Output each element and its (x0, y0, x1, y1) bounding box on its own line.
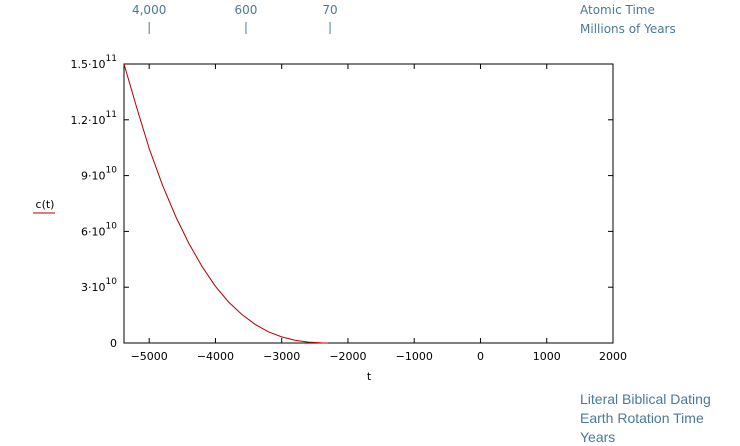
x-tick-label: 1000 (533, 350, 561, 363)
top-axis-label: 600 (234, 3, 257, 17)
top-axis-label: 70 (322, 3, 337, 17)
bottom-info-line1: Literal Biblical Dating (580, 391, 711, 407)
y-tick-label: 0 (110, 337, 117, 350)
y-tick-label: 6·1010 (81, 221, 117, 238)
plot-frame (123, 63, 614, 344)
bottom-info-line2: Earth Rotation Time (580, 410, 704, 426)
y-tick-label: 1.2·1011 (71, 110, 117, 127)
x-tick-label: −2000 (329, 350, 366, 363)
x-tick-label: −5000 (131, 350, 168, 363)
top-axis-label: 4,000 (132, 3, 166, 17)
x-tick-label: −1000 (396, 350, 433, 363)
x-axis: −5000 −4000 −3000 −2000 −1000 0 1000 2000 (131, 64, 627, 363)
y-axis-title: c(t) (36, 198, 55, 211)
y-tick-label: 1.5·1011 (71, 54, 117, 71)
x-axis-title: t (367, 370, 372, 383)
x-tick-label: 2000 (599, 350, 627, 363)
x-tick-label: 0 (477, 350, 484, 363)
top-axis-title-line2: Millions of Years (580, 22, 676, 36)
y-tick-label: 9·1010 (81, 166, 117, 183)
top-axis-title-line1: Atomic Time (580, 3, 655, 17)
y-tick-label: 3·1010 (81, 277, 117, 294)
series-line-c-t (123, 63, 329, 344)
bottom-info-line3: Years (580, 429, 615, 445)
y-axis: 0 3·1010 6·1010 9·1010 1.2·1011 1.5·1011 (71, 54, 613, 350)
top-axis: 4,000 600 70 (132, 3, 338, 34)
x-tick-label: −3000 (263, 350, 300, 363)
x-tick-label: −4000 (197, 350, 234, 363)
